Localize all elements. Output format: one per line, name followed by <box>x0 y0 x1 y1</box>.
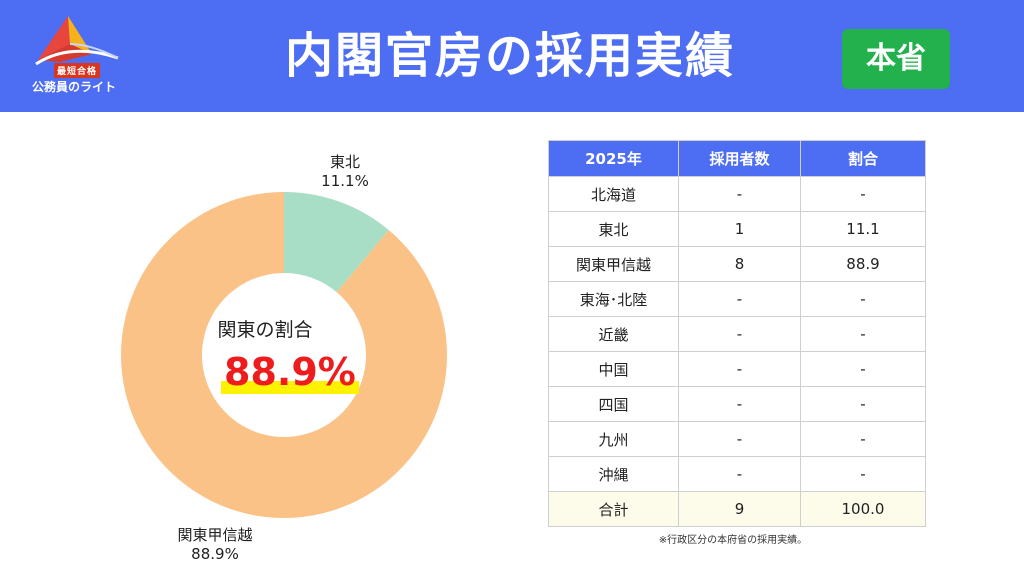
total-label-cell: 合計 <box>548 491 679 527</box>
table-row: 四国 - - <box>548 386 926 422</box>
table-row: 関東甲信越 8 88.9 <box>548 246 926 282</box>
ratio-cell: - <box>800 386 926 422</box>
mountain-logo-icon <box>35 16 119 66</box>
table-footnote: ※行政区分の本府省の採用実績。 <box>658 535 808 546</box>
table-row: 沖縄 - - <box>548 456 926 492</box>
slice-category-label: 東北 <box>329 153 360 171</box>
donut-slice-tohoku <box>284 192 389 293</box>
count-cell: - <box>678 316 801 352</box>
region-cell: 沖縄 <box>548 456 679 492</box>
header-bar: 最短合格 公務員のライト 内閣官房の採用実績 本省 <box>0 0 1024 112</box>
ratio-cell: - <box>800 421 926 457</box>
column-header: 採用者数 <box>678 140 801 177</box>
column-header: 2025年 <box>548 140 679 177</box>
region-cell: 東海･北陸 <box>548 281 679 317</box>
donut-chart <box>121 192 448 518</box>
site-logo: 最短合格 公務員のライト <box>30 14 130 100</box>
count-cell: - <box>678 176 801 212</box>
donut-center-value: 88.9% <box>221 350 359 394</box>
count-cell: 1 <box>678 211 801 247</box>
donut-slice-kanto <box>121 192 448 518</box>
ratio-cell: - <box>800 316 926 352</box>
table-row: 中国 - - <box>548 351 926 387</box>
ratio-cell: - <box>800 176 926 212</box>
table-row: 九州 - - <box>548 421 926 457</box>
page-title: 内閣官房の採用実績 <box>284 28 735 84</box>
slice-category-label: 関東甲信越 <box>177 526 253 544</box>
logo-badge: 最短合格 <box>54 63 101 78</box>
table-row: 東北 1 11.1 <box>548 211 926 247</box>
count-cell: - <box>678 351 801 387</box>
ratio-cell: - <box>800 281 926 317</box>
category-badge: 本省 <box>842 29 950 89</box>
region-cell: 四国 <box>548 386 679 422</box>
slice-label-tohoku: 東北 11.1% <box>305 153 385 191</box>
region-cell: 九州 <box>548 421 679 457</box>
table-row: 東海･北陸 - - <box>548 281 926 317</box>
region-cell: 近畿 <box>548 316 679 352</box>
region-cell: 関東甲信越 <box>548 246 679 282</box>
slice-value-label: 11.1% <box>321 172 369 190</box>
ratio-cell: - <box>800 351 926 387</box>
slice-label-kanto: 関東甲信越 88.9% <box>160 526 270 564</box>
ratio-cell: 88.9 <box>800 246 926 282</box>
ratio-cell: 11.1 <box>800 211 926 247</box>
count-cell: - <box>678 421 801 457</box>
table-header-row: 2025年 採用者数 割合 <box>548 140 926 177</box>
table-row: 北海道 - - <box>548 176 926 212</box>
count-cell: - <box>678 456 801 492</box>
region-cell: 中国 <box>548 351 679 387</box>
region-cell: 北海道 <box>548 176 679 212</box>
recruitment-table: 2025年 採用者数 割合 北海道 - - 東北 1 11.1 関東甲信越 8 88.9 東… <box>548 140 926 527</box>
logo-text: 公務員のライト <box>32 80 117 94</box>
donut-center-label: 関東の割合 <box>217 319 313 341</box>
total-ratio-cell: 100.0 <box>800 491 926 527</box>
count-cell: 8 <box>678 246 801 282</box>
table-row: 近畿 - - <box>548 316 926 352</box>
table-total-row: 合計 9 100.0 <box>548 491 926 527</box>
count-cell: - <box>678 281 801 317</box>
slice-value-label: 88.9% <box>191 545 239 563</box>
count-cell: - <box>678 386 801 422</box>
column-header: 割合 <box>800 140 926 177</box>
ratio-cell: - <box>800 456 926 492</box>
total-count-cell: 9 <box>678 491 801 527</box>
region-cell: 東北 <box>548 211 679 247</box>
